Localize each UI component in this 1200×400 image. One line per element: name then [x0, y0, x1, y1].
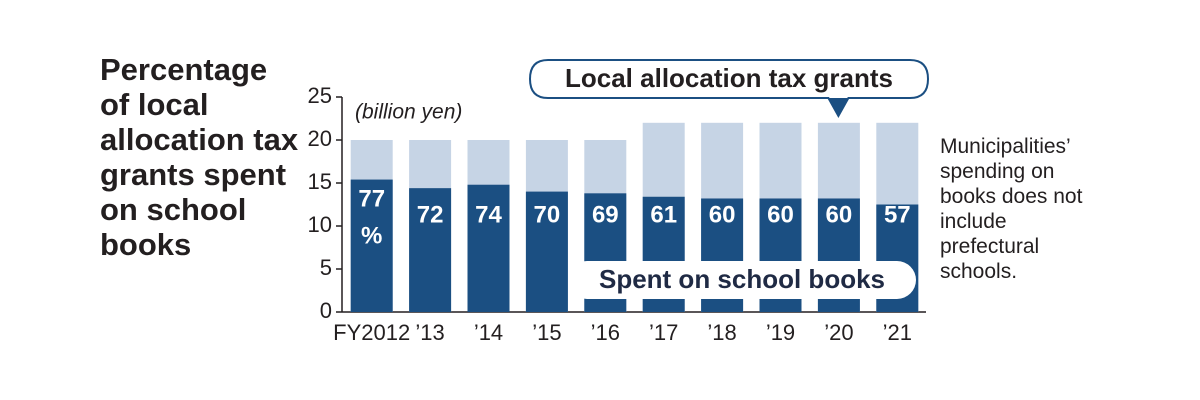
percent-label: 77	[358, 185, 385, 212]
percent-label: 69	[592, 201, 619, 228]
note: Municipalities’ spending on books does n…	[940, 135, 1083, 283]
x-tick-label: ’16	[591, 320, 620, 345]
x-tick-label: ’15	[532, 320, 561, 345]
bar	[467, 184, 510, 312]
percent-label: 70	[534, 201, 561, 228]
x-tick-label: ’17	[649, 320, 678, 345]
bar	[350, 179, 393, 312]
x-tick-label: FY2012	[333, 320, 410, 345]
percent-label: 60	[826, 201, 853, 228]
y-tick-label: 15	[308, 169, 332, 194]
y-tick-label: 5	[320, 255, 332, 280]
percent-label: 61	[650, 201, 677, 228]
legend-label: Spent on school books	[599, 264, 885, 294]
legend-label: Local allocation tax grants	[565, 63, 893, 93]
y-tick-label: 20	[308, 126, 332, 151]
percent-label: 74	[475, 201, 502, 228]
percent-label: 57	[884, 201, 911, 228]
unit-label: (billion yen)	[355, 101, 462, 124]
y-tick-label: 10	[308, 212, 332, 237]
percent-label: 60	[767, 201, 794, 228]
chart-title: Percentage of local allocation tax grant…	[100, 52, 299, 262]
bar	[525, 191, 568, 312]
percent-sign: %	[361, 222, 382, 249]
x-tick-label: ’14	[474, 320, 503, 345]
x-tick-label: ’19	[766, 320, 795, 345]
callout-pointer	[828, 98, 849, 116]
y-tick-label: 25	[308, 83, 332, 108]
bar	[409, 188, 452, 312]
x-tick-label: ’18	[707, 320, 736, 345]
callout-box	[568, 261, 916, 299]
y-tick-label: 0	[320, 298, 332, 323]
x-tick-label: ’20	[824, 320, 853, 345]
x-tick-label: ’13	[415, 320, 444, 345]
x-tick-label: ’21	[883, 320, 912, 345]
percent-label: 60	[709, 201, 736, 228]
percent-label: 72	[417, 201, 444, 228]
